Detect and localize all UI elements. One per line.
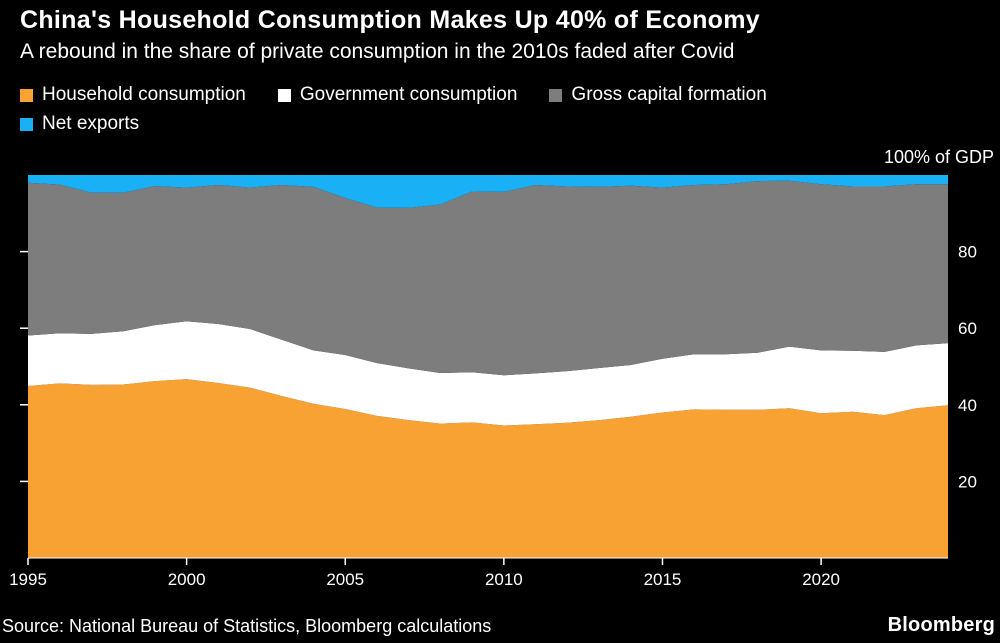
x-tick-label-1995: 1995 — [9, 570, 47, 589]
legend-item-household-consumption: Household consumption — [20, 84, 246, 106]
legend-swatch-government-consumption — [277, 88, 291, 102]
area-gross-capital-formation — [28, 180, 948, 376]
x-tick-label-2000: 2000 — [168, 570, 206, 589]
chart-header: China's Household Consumption Makes Up 4… — [20, 6, 990, 64]
area-net-exports — [28, 175, 948, 208]
legend-label-government-consumption: Government consumption — [299, 84, 518, 105]
legend-row-1: Household consumption Government consump… — [20, 84, 799, 106]
chart-title: China's Household Consumption Makes Up 4… — [20, 6, 760, 34]
x-tick-label-2005: 2005 — [326, 570, 364, 589]
legend-swatch-net-exports — [20, 117, 33, 131]
source-note: Source: National Bureau of Statistics, B… — [2, 616, 492, 636]
legend-item-net-exports: Net exports — [20, 113, 139, 135]
chart-subtitle: A rebound in the share of private consum… — [20, 39, 735, 63]
legend: Household consumption Government consump… — [20, 84, 799, 142]
x-tick-label-2010: 2010 — [485, 570, 523, 589]
x-tick-label-2015: 2015 — [644, 570, 682, 589]
chart-footer: Source: National Bureau of Statistics, B… — [2, 614, 995, 637]
area-government-consumption — [28, 321, 948, 426]
legend-label-net-exports: Net exports — [42, 113, 140, 134]
legend-item-gross-capital-formation: Gross capital formation — [549, 84, 767, 106]
y-tick-label-80: 80 — [958, 243, 977, 262]
area-household-consumption — [28, 379, 948, 558]
y-axis-unit-label: 100% of GDP — [883, 147, 994, 167]
y-tick-label-40: 40 — [958, 396, 977, 415]
legend-row-2: Net exports — [20, 113, 799, 135]
legend-label-household-consumption: Household consumption — [42, 84, 246, 105]
legend-swatch-household-consumption — [20, 88, 33, 102]
legend-item-government-consumption: Government consumption — [277, 84, 518, 106]
x-tick-label-2020: 2020 — [802, 570, 840, 589]
legend-swatch-gross-capital-formation — [549, 88, 563, 102]
bloomberg-logo: Bloomberg — [887, 614, 995, 636]
y-tick-label-60: 60 — [958, 319, 977, 338]
legend-label-gross-capital-formation: Gross capital formation — [571, 84, 767, 105]
y-tick-label-20: 20 — [958, 472, 977, 491]
